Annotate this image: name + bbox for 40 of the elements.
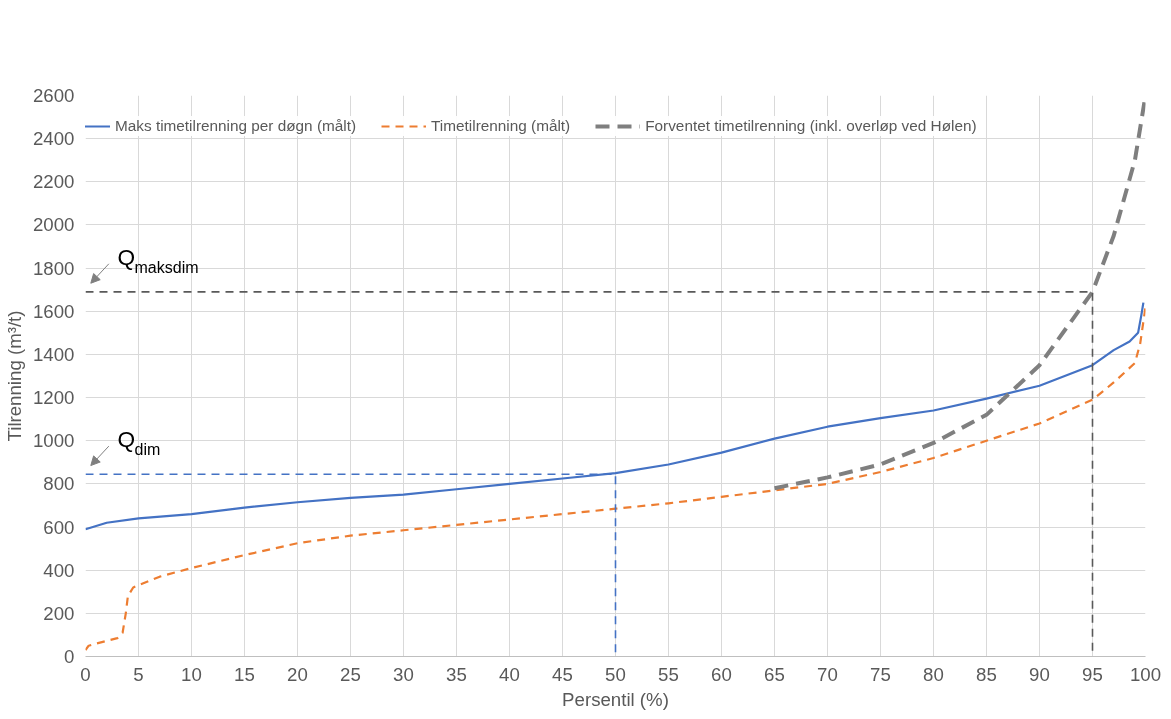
y-tick-label: 600 (43, 516, 75, 538)
x-tick-label: 75 (870, 663, 891, 685)
x-tick-label: 60 (711, 663, 732, 685)
x-tick-label: 85 (976, 663, 997, 685)
y-tick-label: 800 (43, 473, 75, 495)
x-tick-label: 45 (552, 663, 573, 685)
x-tick-label: 40 (499, 663, 520, 685)
y-tick-label: 2400 (33, 128, 75, 150)
x-tick-label: 90 (1029, 663, 1050, 685)
x-tick-label: 20 (287, 663, 308, 685)
y-axis-title: Tilrenning (m³/t) (4, 310, 25, 442)
y-tick-label: 1600 (33, 300, 75, 322)
y-tick-label: 1000 (33, 430, 75, 452)
y-tick-label: 2600 (33, 85, 75, 106)
x-tick-label: 95 (1082, 663, 1103, 685)
y-tick-label: 0 (64, 646, 75, 667)
x-axis-title: Persentil (%) (562, 688, 669, 710)
legend-label: Maks timetilrenning per døgn (målt) (115, 117, 357, 135)
x-tick-label: 5 (133, 663, 144, 685)
y-tick-label: 1800 (33, 257, 75, 279)
x-tick-label: 80 (923, 663, 944, 685)
y-tick-label: 1200 (33, 387, 75, 409)
x-tick-label: 70 (817, 663, 838, 685)
x-tick-label: 15 (234, 663, 255, 685)
y-tick-label: 2200 (33, 171, 75, 193)
x-tick-label: 25 (340, 663, 361, 685)
x-tick-label: 10 (181, 663, 202, 685)
x-tick-label: 35 (446, 663, 467, 685)
y-tick-label: 1400 (33, 343, 75, 365)
x-tick-label: 0 (80, 663, 91, 685)
x-tick-label: 30 (393, 663, 414, 685)
y-tick-label: 2000 (33, 214, 75, 236)
x-tick-label: 100 (1129, 663, 1162, 685)
x-tick-label: 65 (764, 663, 785, 685)
x-tick-label: 55 (658, 663, 679, 685)
legend-label: Timetilrenning (målt) (431, 117, 571, 135)
y-tick-label: 400 (43, 559, 75, 581)
legend-label: Forventet timetilrenning (inkl. overløp ved Hølen) (645, 117, 977, 135)
y-tick-label: 200 (43, 602, 75, 624)
x-tick-label: 50 (605, 663, 626, 685)
